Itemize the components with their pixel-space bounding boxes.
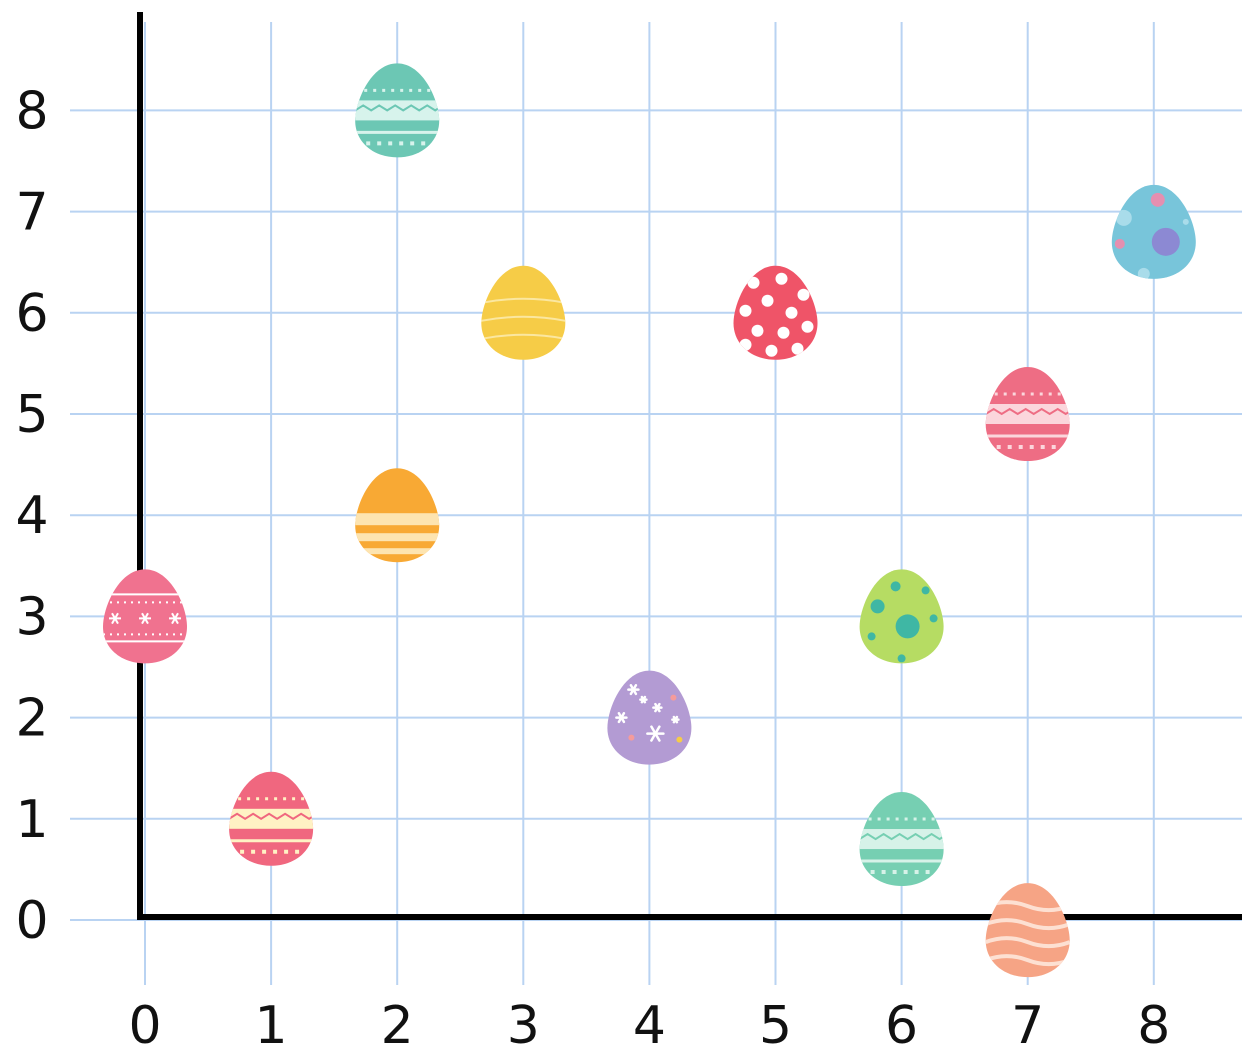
x-tick-label: 2 — [381, 996, 414, 1052]
egg-pattern — [229, 797, 314, 854]
y-tick-label: 8 — [15, 81, 48, 141]
y-tick-label: 2 — [15, 689, 48, 749]
egg-pattern — [1114, 192, 1189, 279]
egg-shape — [985, 883, 1070, 978]
egg-pattern — [985, 392, 1070, 449]
y-tick-label: 7 — [15, 183, 48, 243]
egg-pattern — [867, 581, 938, 663]
red-cream-egg-zigzag-marker — [229, 771, 314, 866]
peach-egg-waves-marker — [985, 883, 1070, 978]
teal-egg-dots-marker — [355, 63, 440, 158]
x-tick-label: 3 — [507, 996, 540, 1052]
y-tick-label: 1 — [15, 790, 48, 850]
y-tick-label: 6 — [15, 284, 48, 344]
x-tick-label: 1 — [255, 996, 288, 1052]
y-tick-label: 0 — [15, 891, 48, 951]
egg-pattern — [985, 900, 1070, 967]
egg-shape — [481, 265, 566, 360]
pink-egg-waves-marker — [985, 367, 1070, 461]
x-tick-label: 8 — [1137, 996, 1170, 1052]
green-egg-spots-marker — [859, 569, 944, 664]
egg-shape — [733, 265, 818, 360]
pink-egg-stars-marker — [103, 569, 187, 664]
y-tick-label: 5 — [15, 385, 48, 445]
egg-pattern — [355, 513, 440, 555]
egg-pattern — [615, 684, 683, 743]
egg-shape — [607, 670, 692, 765]
mint-egg-stripes-marker — [859, 792, 944, 887]
axes — [137, 12, 1242, 920]
egg-markers — [103, 63, 1196, 978]
egg-pattern — [739, 272, 814, 357]
x-tick-label: 5 — [759, 996, 792, 1052]
y-tick-label: 3 — [15, 587, 48, 647]
egg-pattern — [103, 593, 187, 643]
egg-pattern — [859, 817, 944, 875]
x-tick-label: 7 — [1011, 996, 1044, 1052]
tick-labels: 0 1 2 3 4 5 6 7 8 0 1 2 3 4 5 6 7 8 — [15, 81, 1170, 1052]
orange-egg-stripes-marker — [355, 468, 440, 563]
egg-pattern — [355, 88, 440, 146]
x-tick-label: 4 — [633, 996, 666, 1052]
y-tick-label: 4 — [15, 486, 48, 546]
yellow-egg-lines-marker — [481, 265, 566, 360]
blue-egg-spots-marker — [1111, 184, 1196, 279]
x-tick-label: 0 — [128, 996, 161, 1052]
purple-egg-flowers-marker — [607, 670, 692, 765]
x-tick-label: 6 — [885, 996, 918, 1052]
egg-pattern — [481, 297, 566, 340]
egg-shape — [1111, 184, 1196, 279]
red-egg-polka-dots-marker — [733, 265, 818, 360]
